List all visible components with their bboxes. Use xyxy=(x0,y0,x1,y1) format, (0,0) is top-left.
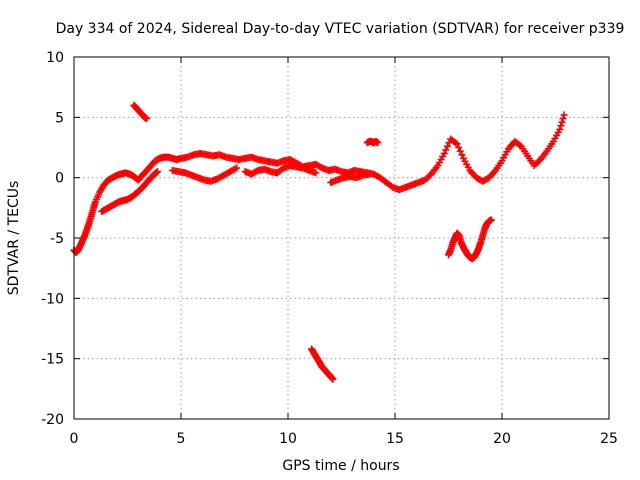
series-segment-near-18h xyxy=(445,216,495,263)
series-lower-band-12-14h xyxy=(327,170,373,186)
data-point xyxy=(556,125,564,133)
x-tick-label: 15 xyxy=(386,431,404,447)
data-point xyxy=(560,111,568,119)
x-tick-label: 20 xyxy=(493,431,511,447)
series-lower-band-6-8h xyxy=(168,164,241,185)
x-tick-label: 25 xyxy=(600,431,618,447)
data-point xyxy=(458,151,466,159)
y-tick-label: -20 xyxy=(41,412,64,428)
y-tick-labels: -20 -15 -10 -5 0 5 10 xyxy=(41,50,64,428)
data-point xyxy=(559,115,567,123)
data-point xyxy=(374,139,382,147)
y-tick-label: 10 xyxy=(46,50,64,66)
x-tick-labels: 0 5 10 15 20 25 xyxy=(70,431,618,447)
grid-lines xyxy=(74,57,609,419)
series-main xyxy=(70,111,568,256)
data-point xyxy=(153,168,161,176)
y-axis-title: SDTVAR / TECUs xyxy=(6,181,22,296)
data-point xyxy=(557,122,565,130)
x-tick-label: 10 xyxy=(279,431,297,447)
y-tick-label: 0 xyxy=(55,171,64,187)
series-segment-near-3h xyxy=(130,101,151,123)
y-tick-label: -15 xyxy=(41,352,64,368)
data-point xyxy=(152,169,160,177)
x-tick-label: 0 xyxy=(70,431,79,447)
data-point xyxy=(442,146,450,154)
data-point xyxy=(443,142,451,150)
data-point xyxy=(329,375,337,383)
data-point xyxy=(143,115,151,123)
data-point xyxy=(487,216,495,224)
y-tick-label: -5 xyxy=(50,231,64,247)
series-early-lower-branch xyxy=(98,168,161,215)
data-point xyxy=(456,147,464,155)
series-segment-near-14h xyxy=(363,137,382,147)
series-segment-near-11h xyxy=(308,345,337,383)
data-point xyxy=(233,164,241,172)
x-tick-label: 5 xyxy=(177,431,186,447)
data-point xyxy=(558,118,566,126)
data-point xyxy=(312,169,320,177)
chart-title: Day 334 of 2024, Sidereal Day-to-day VTE… xyxy=(56,21,625,37)
y-tick-label: -10 xyxy=(41,291,64,307)
series-lower-band-8-11h xyxy=(241,162,320,178)
y-tick-label: 5 xyxy=(55,110,64,126)
x-axis-title: GPS time / hours xyxy=(282,458,399,474)
data-point xyxy=(365,170,373,178)
data-point xyxy=(453,140,461,148)
axis-ticks xyxy=(73,56,610,420)
data-point xyxy=(440,150,448,158)
data-point xyxy=(455,144,463,151)
data-points xyxy=(70,101,568,383)
